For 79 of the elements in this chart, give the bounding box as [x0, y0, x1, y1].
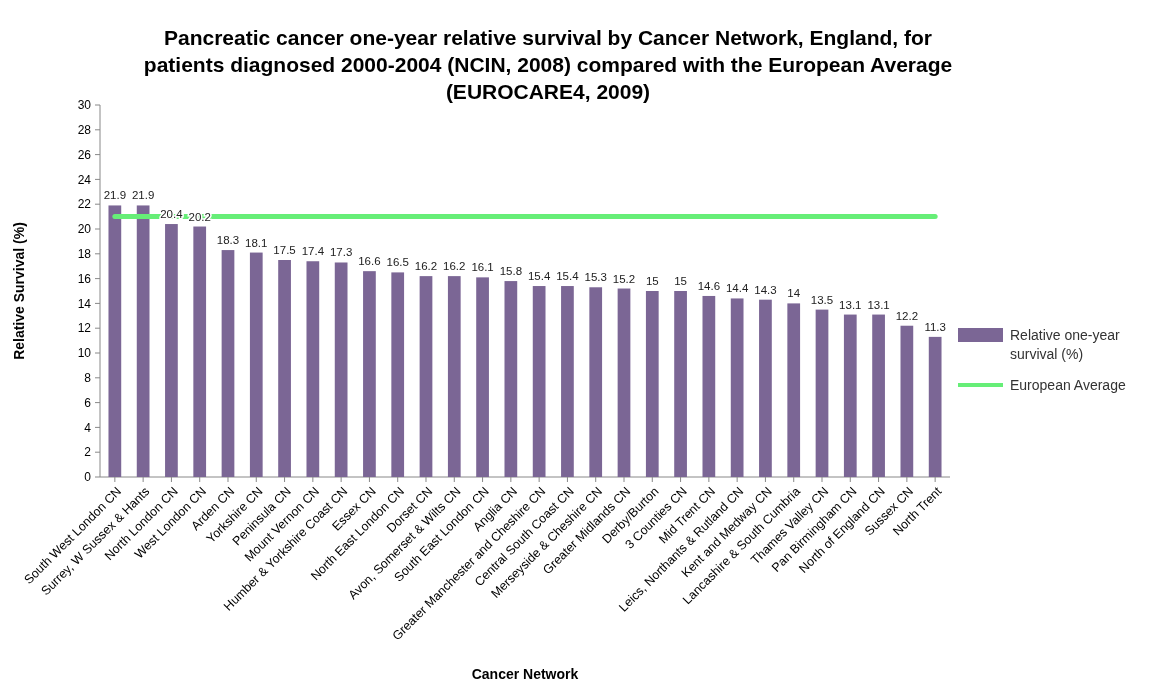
y-tick-label: 12: [77, 321, 92, 336]
bar: [334, 262, 348, 477]
data-label: 16.2: [414, 260, 438, 273]
data-label: 18.1: [245, 236, 268, 249]
data-label: 13.5: [810, 293, 834, 306]
data-label: 15.4: [527, 270, 551, 283]
data-label: 18.3: [216, 234, 240, 247]
bar: [476, 277, 489, 477]
data-label: 17.4: [301, 245, 325, 258]
data-label: 21.9: [103, 189, 127, 202]
y-tick-label: 28: [77, 123, 92, 137]
bar: [787, 303, 801, 477]
bar: [928, 336, 942, 477]
data-label: 13.1: [839, 298, 862, 311]
data-label: 17.3: [329, 246, 353, 259]
legend-label: European Average: [1010, 376, 1126, 393]
bar: [702, 295, 716, 477]
bar: [674, 291, 687, 477]
legend-label: Relative one-year survival (%): [1010, 326, 1121, 362]
data-label: 15: [674, 275, 687, 287]
bar: [843, 314, 857, 477]
x-axis-title: Cancer Network: [471, 666, 579, 682]
bar: [730, 298, 744, 477]
bar: [872, 314, 885, 477]
y-tick-label: 2: [84, 445, 92, 460]
data-label: 15: [645, 275, 659, 287]
chart-title: Pancreatic cancer one-year relative survival by Cancer Network, England, for patients diagnosed 2000-2004 (NCIN, 2008) compared with the European Average (EUROCARE4, 2009): [143, 26, 953, 103]
bar: [391, 272, 405, 477]
bar: [108, 205, 122, 477]
bar: [900, 325, 914, 477]
bar: [759, 299, 772, 477]
bar: [165, 224, 178, 477]
bar: [589, 287, 603, 477]
data-label: 15.2: [612, 272, 636, 285]
bar: [617, 288, 631, 477]
data-label: 14.3: [754, 283, 777, 296]
data-label: 21.9: [131, 189, 155, 202]
bar: [306, 261, 320, 477]
bar: [419, 276, 433, 477]
data-label: 14: [787, 287, 801, 300]
bar: [561, 286, 574, 477]
y-tick-label: 10: [77, 346, 92, 361]
data-label: 13.1: [867, 298, 890, 311]
data-label: 14.6: [697, 279, 721, 292]
y-tick-label: 0: [84, 470, 92, 485]
bar: [249, 252, 263, 477]
data-label: 16.1: [471, 261, 494, 274]
data-label: 11.3: [924, 320, 946, 333]
data-label: 17.5: [273, 244, 296, 256]
y-tick-label: 8: [84, 371, 92, 385]
y-tick-label: 18: [77, 247, 92, 261]
data-label: 16.6: [358, 255, 381, 268]
data-label: 16.5: [386, 256, 409, 269]
y-tick-label: 26: [77, 147, 92, 162]
bar: [504, 281, 518, 477]
bar: [645, 291, 659, 477]
y-tick-label: 14: [77, 296, 92, 311]
bar: [815, 309, 829, 477]
y-tick-label: 4: [84, 420, 92, 435]
y-tick-label: 6: [84, 395, 92, 410]
bar: [136, 205, 150, 477]
bar: [447, 276, 461, 477]
y-axis-title: Relative Survival (%): [11, 222, 27, 360]
bar: [221, 250, 235, 477]
data-label: 15.3: [584, 271, 607, 284]
bar: [193, 226, 207, 477]
y-tick-label: 30: [77, 98, 92, 113]
bar: [532, 286, 546, 477]
bar: [278, 260, 291, 477]
y-tick-label: 16: [77, 271, 92, 286]
data-label: 15.8: [499, 265, 523, 278]
data-label: 16.2: [443, 260, 466, 273]
y-tick-label: 22: [77, 197, 92, 212]
y-tick-label: 24: [77, 172, 92, 187]
data-label: 14.4: [725, 282, 749, 295]
bar: [363, 271, 376, 477]
data-label: 15.4: [556, 270, 580, 283]
data-label: 12.2: [895, 309, 919, 322]
y-tick-label: 20: [77, 222, 92, 237]
